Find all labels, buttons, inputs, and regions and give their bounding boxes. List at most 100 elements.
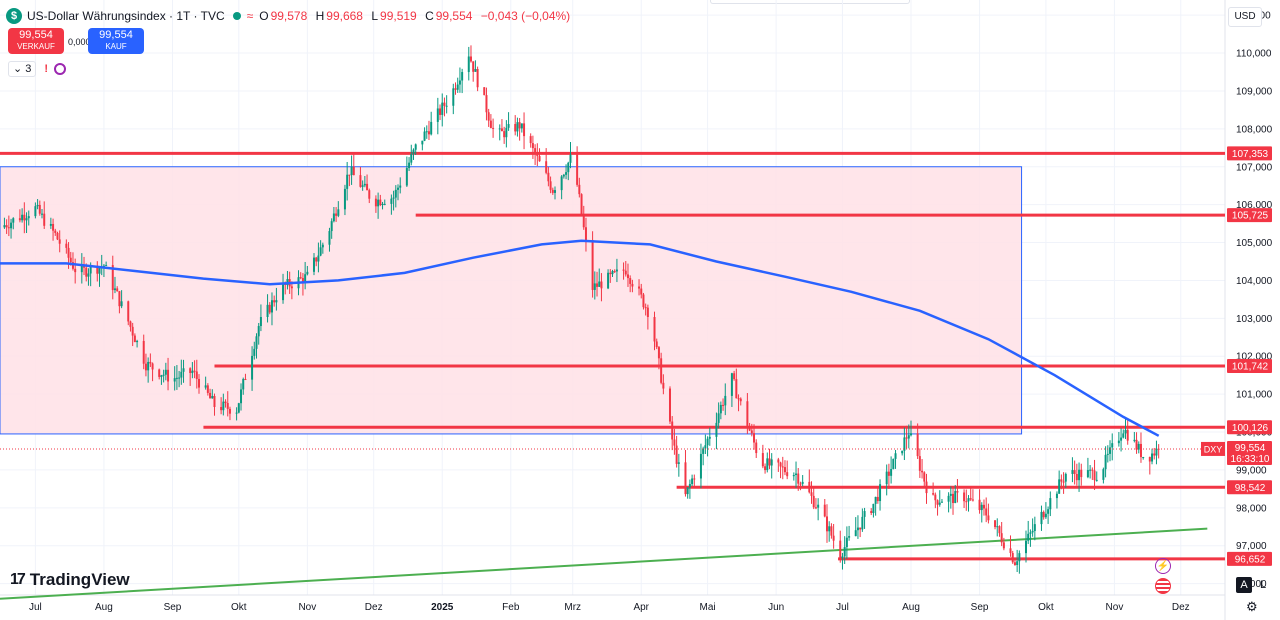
auto-scale-button[interactable]: A	[1236, 577, 1252, 593]
candle-body	[582, 214, 585, 228]
candle-body	[1047, 509, 1050, 514]
level-label-bg	[1227, 551, 1272, 566]
candle-body	[706, 438, 709, 446]
candle-body	[222, 401, 225, 411]
candle-body	[956, 491, 959, 493]
candle-body	[36, 204, 39, 207]
candle-body	[529, 136, 532, 144]
candle-body	[89, 265, 92, 274]
currency-selector[interactable]: USD	[1228, 7, 1262, 27]
candle-body	[251, 355, 254, 380]
x-tick-label: Feb	[502, 602, 520, 613]
candle-body	[801, 481, 804, 484]
candle-body	[27, 216, 30, 219]
candle-body	[346, 174, 349, 189]
candle-body	[1033, 524, 1036, 531]
refresh-icon[interactable]	[54, 63, 67, 75]
candle-body	[671, 421, 674, 440]
candle-body	[1075, 473, 1078, 481]
candle-body	[885, 471, 888, 485]
candle-body	[397, 187, 400, 190]
candle-body	[147, 361, 150, 371]
candle-body	[748, 426, 751, 431]
candle-body	[87, 273, 90, 277]
candle-body	[843, 547, 846, 557]
candle-body	[766, 458, 769, 471]
candle-body	[423, 131, 426, 141]
candle-body	[580, 194, 583, 215]
candle-body	[381, 203, 384, 206]
candle-body	[467, 56, 470, 73]
candle-body	[753, 433, 756, 443]
y-tick-label: 108,000	[1236, 124, 1273, 135]
candle-body	[242, 378, 245, 390]
candle-body	[445, 105, 448, 107]
buy-button[interactable]: 99,554 KAUF	[88, 28, 144, 54]
candle-body	[96, 265, 99, 274]
candle-body	[739, 398, 742, 402]
symbol-tag: DXY	[1204, 444, 1223, 454]
gear-icon[interactable]: ⚙	[1246, 599, 1258, 614]
sell-label: VERKAUF	[17, 42, 55, 51]
candle-body	[814, 507, 817, 509]
candle-body	[677, 462, 680, 464]
candle-body	[1109, 447, 1112, 454]
candle-body	[1011, 553, 1014, 563]
candle-body	[870, 511, 873, 514]
candle-body	[863, 511, 866, 517]
lightning-icon[interactable]: ⚡	[1155, 558, 1171, 574]
symbol-title[interactable]: US-Dollar Währungsindex · 1T · TVC	[27, 9, 225, 23]
symbol-logo-icon[interactable]: $	[6, 8, 22, 24]
candle-body	[730, 373, 733, 396]
top-handle[interactable]	[710, 0, 910, 4]
candle-body	[916, 433, 919, 457]
y-tick-label: 106,000	[1236, 200, 1273, 211]
moving-average	[0, 239, 1160, 437]
candle-body	[722, 404, 725, 406]
candle-body	[934, 494, 937, 501]
us-flag-icon[interactable]	[1155, 578, 1171, 594]
candle-body	[985, 508, 988, 516]
candle-body	[266, 304, 269, 318]
candle-body	[193, 370, 196, 372]
y-axis[interactable]: 96,00097,00098,00099,000100,000101,00010…	[1236, 11, 1273, 590]
candle-body	[1148, 457, 1151, 462]
level-label: 100,126	[1232, 423, 1269, 434]
candle-body	[626, 274, 629, 279]
y-tick-label: 109,000	[1236, 86, 1273, 97]
candle-body	[392, 197, 395, 199]
candle-body	[282, 283, 285, 301]
low-value: 99,519	[380, 9, 417, 23]
tradingview-logo[interactable]: 17 TradingView	[10, 570, 130, 590]
candle-body	[978, 499, 981, 511]
candle-body	[624, 270, 627, 275]
log-scale-button[interactable]: L	[1259, 579, 1267, 591]
candle-body	[598, 281, 601, 287]
candle-body	[10, 222, 13, 229]
candle-body	[963, 492, 966, 502]
spread-value: 0,000	[68, 37, 91, 47]
candle-body	[1024, 540, 1027, 554]
candle-body	[1000, 533, 1003, 543]
candle-body	[845, 537, 848, 548]
candle-body	[312, 257, 315, 272]
x-axis[interactable]: Jul Aug Sep Okt Nov Dez 2025 Feb Mrz Apr Mai Jun Jul…	[29, 602, 1190, 613]
candle-body	[41, 213, 44, 215]
sell-button[interactable]: 99,554 VERKAUF	[8, 28, 64, 54]
market-open-icon	[232, 12, 241, 20]
candle-body	[299, 277, 302, 279]
candle-body	[301, 278, 304, 284]
candle-body	[136, 340, 139, 343]
candle-body	[116, 288, 119, 292]
candle-body	[111, 265, 114, 291]
candle-body	[660, 358, 663, 383]
candle-body	[149, 361, 152, 364]
x-tick-label: Dez	[365, 602, 383, 613]
indicators-toggle[interactable]: ⌄ 3	[8, 61, 37, 77]
candle-body	[839, 540, 842, 559]
candle-body	[702, 448, 705, 454]
alert-icon[interactable]: !	[44, 63, 49, 75]
candle-body	[812, 495, 815, 508]
candle-body	[12, 218, 15, 223]
